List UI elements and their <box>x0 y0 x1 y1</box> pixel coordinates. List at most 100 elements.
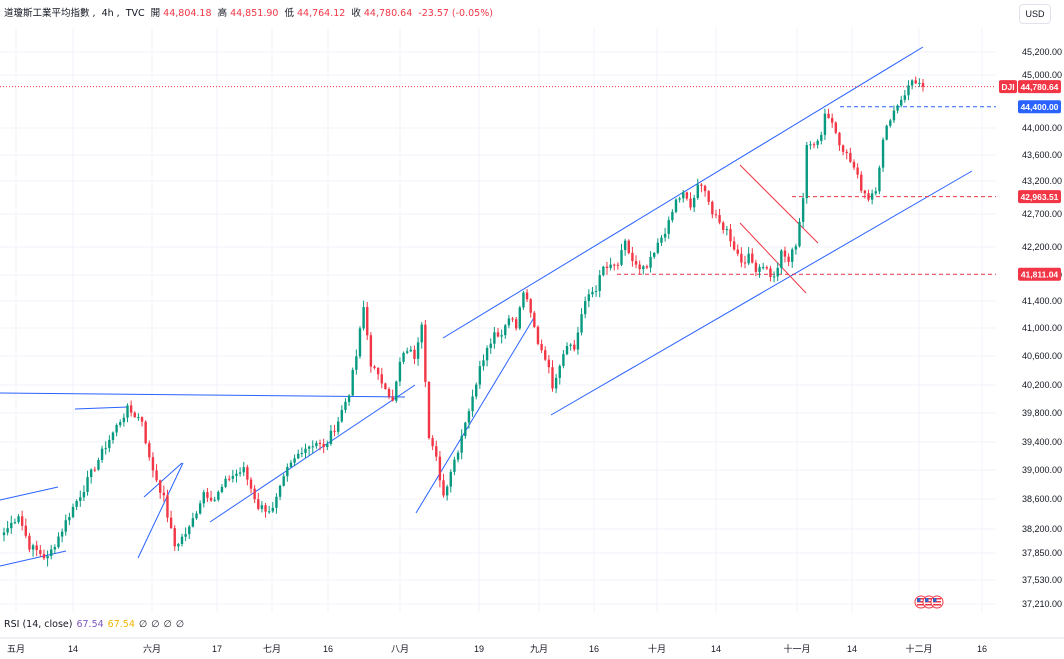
candle-body <box>31 545 35 550</box>
candle-body <box>93 469 97 471</box>
candle-body <box>115 425 118 433</box>
candle-body <box>307 446 311 449</box>
candle-body <box>111 432 115 440</box>
candle-body <box>20 516 24 526</box>
candle-body <box>380 374 383 384</box>
candle-body <box>674 199 678 212</box>
candle-body <box>158 480 162 493</box>
candle-body <box>794 246 798 250</box>
candle-body <box>903 95 907 100</box>
channel-line[interactable] <box>739 222 807 294</box>
candle-body <box>489 343 492 348</box>
candle-body <box>747 253 750 264</box>
candle-body <box>50 549 53 557</box>
candle-body <box>416 342 420 359</box>
trendline[interactable] <box>143 462 183 498</box>
candle-body <box>867 193 870 200</box>
candle-body <box>787 256 790 262</box>
trendline[interactable] <box>0 486 59 501</box>
currency-button[interactable]: USD <box>1019 4 1051 24</box>
candle-body <box>609 264 612 269</box>
trendline[interactable] <box>0 392 406 398</box>
candle-body <box>689 198 692 208</box>
candle-body <box>391 396 394 401</box>
candle-body <box>634 261 638 265</box>
trendline[interactable] <box>415 315 536 514</box>
candle-body <box>297 453 300 459</box>
trendline[interactable] <box>74 406 129 410</box>
candle-body <box>703 185 707 192</box>
symbol-name[interactable]: 道瓊斯工業平均指數 <box>4 8 90 19</box>
y-tick-label: 39,000.00 <box>1022 465 1062 475</box>
candle-body <box>547 359 551 368</box>
candle-body <box>231 475 235 479</box>
candle-body <box>533 312 536 327</box>
open-value: 44,804.18 <box>163 8 212 19</box>
rsi-value-2: 67.54 <box>107 619 135 630</box>
candle-body <box>318 442 322 444</box>
candle-body <box>649 256 652 268</box>
candle-body <box>144 421 147 444</box>
candle-body <box>769 268 772 278</box>
candle-body <box>562 354 565 366</box>
candle-body <box>460 436 463 453</box>
candle-body <box>82 492 86 498</box>
candle-body <box>736 249 739 254</box>
candle-body <box>551 367 554 389</box>
rsi-na-4: ∅ <box>175 619 184 630</box>
candle-body <box>725 229 729 231</box>
y-tick-label: 40,200.00 <box>1022 380 1062 390</box>
candle-body <box>100 448 104 460</box>
x-tick-label: 14 <box>711 644 721 654</box>
y-tick-label: 39,400.00 <box>1022 437 1062 447</box>
candle-body <box>798 221 801 247</box>
candle-body <box>827 113 830 119</box>
channel-line[interactable] <box>739 164 819 244</box>
candle-body <box>402 352 405 362</box>
candle-body <box>885 125 888 140</box>
price-label: 44,400.00 <box>1021 102 1059 112</box>
candle-body <box>86 477 89 493</box>
candle-body <box>119 422 122 426</box>
candle-body <box>173 528 176 547</box>
candle-body <box>420 324 423 343</box>
candle-body <box>17 516 20 523</box>
interval-label[interactable]: 4h <box>101 8 114 19</box>
price-label-bg <box>1018 190 1061 204</box>
candle-body <box>870 193 874 200</box>
candle-body <box>198 503 202 514</box>
price-label-bg <box>1018 100 1061 114</box>
candle-body <box>482 360 485 367</box>
candle-body <box>376 367 380 375</box>
candle-body <box>344 401 347 410</box>
candle-body <box>478 366 482 385</box>
trendline[interactable] <box>209 384 416 523</box>
candle-body <box>613 264 616 266</box>
candle-body <box>485 347 489 361</box>
candle-body <box>856 167 859 175</box>
candle-body <box>97 459 100 470</box>
trendline[interactable] <box>137 462 184 559</box>
candle-body <box>431 438 434 447</box>
candle-body <box>471 396 474 412</box>
rsi-legend[interactable]: RSI (14, close) 67.54 67.54 ∅ ∅ ∅ ∅ <box>4 619 188 630</box>
trendline[interactable] <box>550 170 973 416</box>
us-flag-icon[interactable] <box>930 595 944 609</box>
candle-body <box>751 253 754 263</box>
low-value: 44,764.12 <box>296 8 346 19</box>
candle-body <box>907 85 910 96</box>
candle-body <box>162 492 166 496</box>
candle-body <box>493 332 496 344</box>
y-tick-label: 44,000.00 <box>1022 123 1062 133</box>
candle-body <box>791 249 794 262</box>
x-tick-label: 16 <box>323 644 333 654</box>
candle-body <box>852 161 856 168</box>
x-tick-label: 16 <box>977 644 987 654</box>
x-tick-label: 六月 <box>143 643 161 654</box>
candle-body <box>35 545 38 551</box>
price-label: 42,963.51 <box>1021 192 1059 202</box>
candle-body <box>384 383 387 389</box>
candle-body <box>653 252 656 257</box>
